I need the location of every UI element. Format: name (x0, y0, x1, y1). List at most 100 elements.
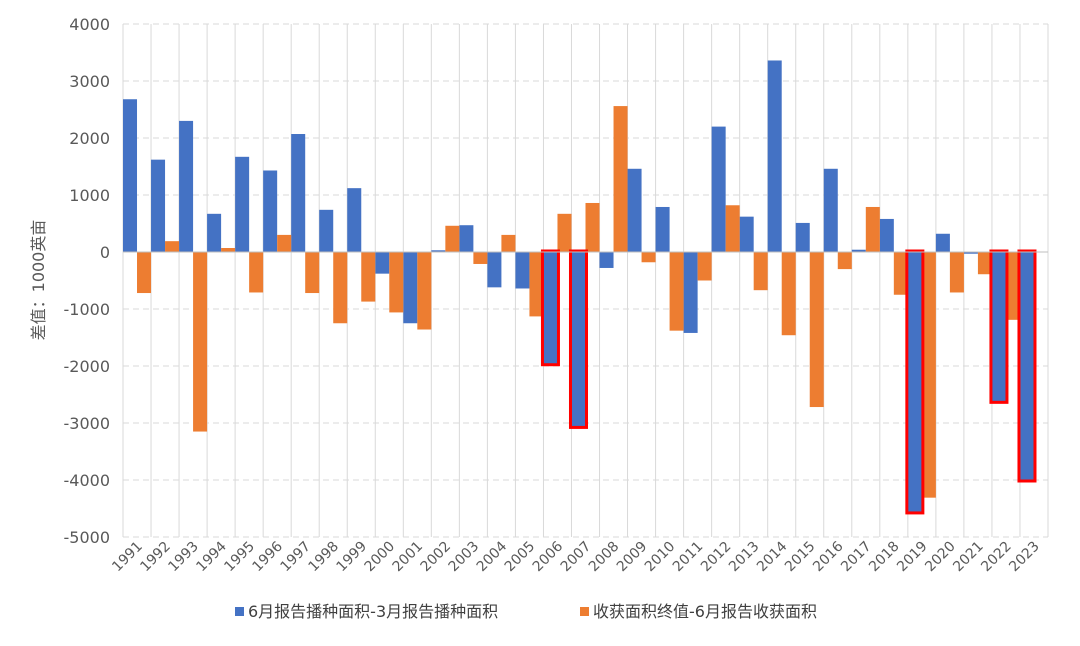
bar-harvested-diff-2012 (725, 205, 740, 252)
bar-harvested-diff-2006 (557, 213, 572, 252)
x-tick-label: 1999 (334, 539, 371, 576)
x-tick-label: 1998 (306, 539, 343, 576)
bar-harvested-diff-1992 (165, 241, 180, 252)
bar-harvested-diff-2020 (949, 252, 964, 293)
bar-planted-diff-2016 (823, 168, 838, 252)
bar-planted-diff-2020 (935, 233, 950, 252)
bar-harvested-diff-2013 (753, 252, 768, 291)
bar-harvested-diff-1997 (305, 252, 320, 294)
x-tick-label: 1997 (278, 539, 315, 576)
bar-harvested-diff-1998 (333, 252, 348, 324)
x-tick-label: 2022 (978, 539, 1015, 576)
x-tick-label: 1993 (165, 539, 202, 576)
bar-harvested-diff-2007 (585, 202, 600, 252)
y-tick-label: 1000 (69, 186, 110, 205)
x-tick-label: 2000 (362, 539, 399, 576)
bar-planted-diff-2001 (403, 252, 418, 324)
bar-planted-diff-2018 (879, 218, 894, 252)
highlight-box-2019 (905, 249, 925, 515)
bar-harvested-diff-2019 (921, 252, 936, 498)
y-tick-label: -2000 (64, 357, 111, 376)
bar-planted-diff-2011 (683, 252, 698, 333)
bar-planted-diff-2004 (487, 252, 502, 288)
bar-planted-diff-2017 (851, 249, 866, 252)
bar-planted-diff-2013 (739, 216, 754, 252)
x-tick-label: 2004 (474, 538, 511, 575)
bar-planted-diff-2002 (431, 250, 446, 252)
x-tick-label: 2006 (530, 538, 567, 575)
bar-harvested-diff-1996 (277, 234, 292, 252)
bar-harvested-diff-2010 (669, 252, 684, 331)
x-tick-label: 2007 (558, 539, 595, 576)
x-tick-label: 1991 (109, 539, 146, 576)
x-tick-label: 2011 (670, 539, 707, 576)
bar-planted-diff-2015 (795, 222, 810, 252)
legend-swatch (580, 607, 589, 616)
bar-harvested-diff-1991 (137, 252, 152, 294)
highlight-box-2007 (568, 249, 589, 429)
bar-harvested-diff-2008 (613, 106, 628, 252)
y-tick-label: -1000 (64, 300, 111, 319)
x-tick-label: 1992 (137, 539, 174, 576)
bar-harvested-diff-2003 (473, 252, 488, 264)
x-tick-label: 2020 (922, 539, 959, 576)
bar-planted-diff-1994 (207, 213, 222, 252)
bar-harvested-diff-2002 (445, 225, 460, 252)
bar-planted-diff-2006 (543, 252, 558, 364)
bar-planted-diff-2005 (515, 252, 530, 289)
x-tick-label: 1996 (249, 538, 286, 575)
highlight-box-2022 (989, 249, 1009, 404)
x-tick-label: 2002 (418, 539, 455, 576)
x-tick-label: 2008 (586, 539, 623, 576)
x-tick-label: 2005 (502, 539, 539, 576)
bar-planted-diff-1991 (123, 99, 138, 253)
legend-label: 收获面积终值-6月报告收获面积 (593, 602, 817, 621)
bar-planted-diff-1996 (263, 170, 278, 252)
highlight-boxes (540, 249, 1037, 515)
bar-planted-diff-1995 (235, 156, 250, 252)
bar-planted-diff-2023 (1019, 252, 1034, 480)
legend-label: 6月报告播种面积-3月报告播种面积 (248, 602, 498, 621)
x-tick-label: 2015 (782, 539, 819, 576)
x-tick-label: 2003 (446, 539, 483, 576)
bar-harvested-diff-2017 (865, 206, 880, 252)
y-tick-label: -4000 (64, 471, 111, 490)
x-tick-label: 2017 (838, 539, 875, 576)
bar-planted-diff-1998 (319, 209, 334, 252)
bar-harvested-diff-1999 (361, 252, 376, 302)
y-tick-label: -5000 (64, 528, 111, 547)
y-tick-label: 0 (100, 243, 110, 262)
bar-planted-diff-1992 (151, 159, 166, 252)
bar-harvested-diff-2009 (641, 252, 656, 263)
y-axis-label: 差值：1000英亩 (29, 220, 48, 341)
legend-swatch (235, 607, 244, 616)
y-tick-label: 2000 (69, 129, 110, 148)
x-tick-label: 2019 (894, 539, 931, 576)
bar-harvested-diff-2014 (781, 252, 796, 336)
bar-harvested-diff-1994 (221, 248, 236, 252)
y-tick-label: -3000 (64, 414, 111, 433)
bar-harvested-diff-2018 (893, 252, 908, 295)
x-tick-label: 2014 (754, 538, 791, 575)
bar-planted-diff-2000 (375, 252, 390, 274)
bar-planted-diff-2019 (907, 252, 922, 512)
bar-harvested-diff-1993 (193, 252, 208, 432)
bar-harvested-diff-2011 (697, 252, 712, 281)
x-tick-label: 2010 (642, 539, 679, 576)
bar-planted-diff-2003 (459, 225, 474, 252)
bar-harvested-diff-2004 (501, 234, 516, 252)
highlight-box-2006 (540, 249, 560, 367)
bar-planted-diff-2014 (767, 60, 782, 253)
bars (123, 60, 1034, 512)
y-tick-labels: 4000 3000 2000 1000 0 -1000 -2000 -3000 -4000 -50… (64, 15, 111, 547)
bar-planted-diff-2008 (599, 252, 614, 268)
bar-harvested-diff-2001 (417, 252, 432, 330)
bar-planted-diff-2009 (627, 168, 642, 252)
x-tick-label: 2001 (390, 539, 427, 576)
x-tick-label: 2012 (698, 539, 735, 576)
x-tick-label: 2023 (1006, 539, 1043, 576)
bar-planted-diff-2022 (991, 252, 1006, 402)
x-tick-label: 1994 (193, 538, 230, 575)
